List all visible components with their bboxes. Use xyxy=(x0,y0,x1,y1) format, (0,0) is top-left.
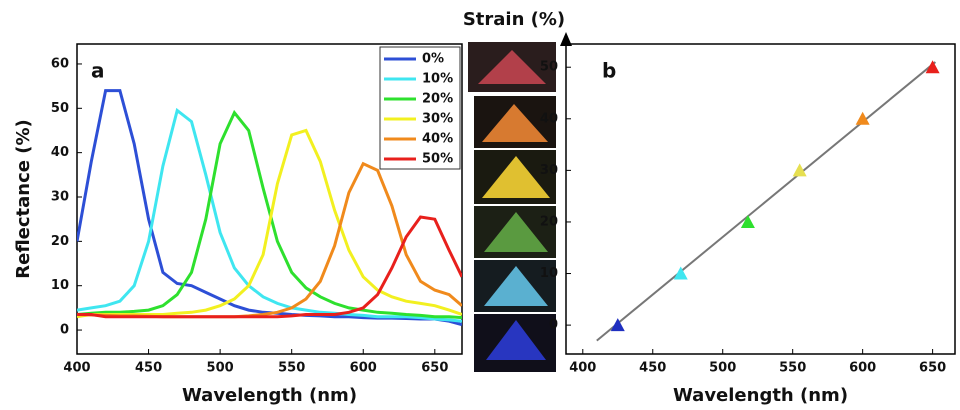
series-line xyxy=(77,128,462,319)
point xyxy=(855,111,870,125)
sample xyxy=(484,266,548,306)
legend-label: 0% xyxy=(422,52,444,67)
legend-label: 20% xyxy=(422,92,453,107)
sample xyxy=(486,320,546,360)
plot-frame xyxy=(565,43,956,355)
y-tick-label: 30 xyxy=(51,190,69,205)
x-tick-label: 600 xyxy=(350,361,377,376)
x-tick-label: 500 xyxy=(709,361,736,376)
trendline xyxy=(596,61,937,342)
y-axis-label: Reflectance (%) xyxy=(13,119,34,279)
y-tick-label: 20 xyxy=(540,214,558,229)
photos xyxy=(468,42,556,372)
point xyxy=(740,214,755,228)
legend-label: 10% xyxy=(422,72,453,87)
y-tick-label: 20 xyxy=(51,234,69,249)
panel-label: b xyxy=(602,59,616,83)
x-tick-label: 550 xyxy=(779,361,806,376)
y-tick-label: 10 xyxy=(540,266,558,281)
sample xyxy=(478,50,546,84)
y-tick-label: 40 xyxy=(540,111,558,126)
sample xyxy=(482,104,548,142)
series-line xyxy=(77,107,462,323)
sample xyxy=(484,212,548,252)
legend-label: 40% xyxy=(422,132,453,147)
x-tick-label: 500 xyxy=(207,361,234,376)
y-tick-label: 60 xyxy=(51,56,69,71)
x-tick-label: 400 xyxy=(569,361,596,376)
y-tick-label: 50 xyxy=(540,60,558,75)
x-tick-label: 550 xyxy=(278,361,305,376)
sample xyxy=(482,156,550,198)
y-tick-label: 40 xyxy=(51,145,69,160)
x-axis-label: Wavelength (nm) xyxy=(673,385,848,406)
point xyxy=(925,60,940,74)
y-tick-label: 30 xyxy=(540,163,558,178)
x-tick-label: 650 xyxy=(421,361,448,376)
legend-label: 30% xyxy=(422,112,453,127)
plot-frame xyxy=(76,43,463,355)
y-tick-label: 0 xyxy=(549,318,558,333)
y-tick-label: 50 xyxy=(51,101,69,116)
axis-arrow xyxy=(560,32,572,46)
point xyxy=(610,318,625,332)
point xyxy=(792,163,807,177)
x-tick-label: 450 xyxy=(639,361,666,376)
x-tick-label: 600 xyxy=(849,361,876,376)
x-tick-label: 400 xyxy=(63,361,90,376)
series-line xyxy=(77,215,462,319)
y-tick-label: 0 xyxy=(60,323,69,338)
x-tick-label: 650 xyxy=(919,361,946,376)
y-tick-label: 10 xyxy=(51,278,69,293)
legend-frame xyxy=(379,46,461,170)
panel-label: a xyxy=(91,59,105,83)
x-axis-label: Wavelength (nm) xyxy=(182,385,357,406)
legend-label: 50% xyxy=(422,152,453,167)
x-tick-label: 450 xyxy=(135,361,162,376)
point xyxy=(673,266,688,280)
y-axis-label: Strain (%) xyxy=(463,9,565,30)
